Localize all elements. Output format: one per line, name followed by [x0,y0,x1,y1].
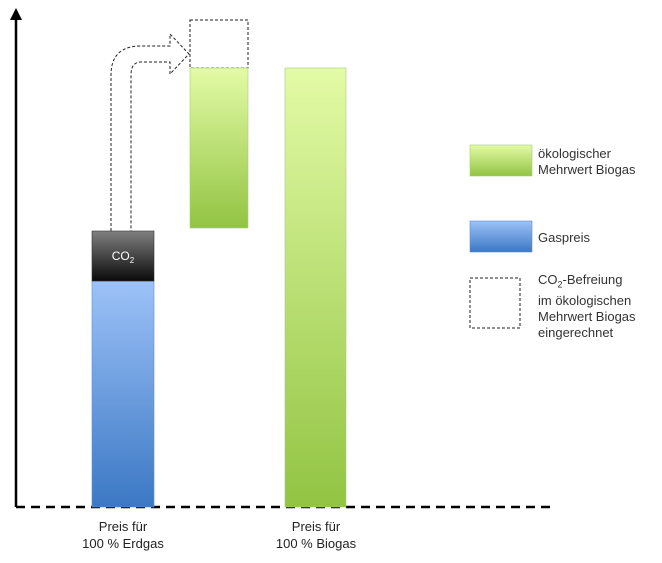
co2-block: CO2 [91,230,155,282]
bar-oekologischer-mehrwert [189,67,249,229]
x-label-erdgas: Preis für 100 % Erdgas [82,519,164,551]
legend-swatch-green [469,144,533,177]
co2-transfer-arrow-icon [110,32,190,231]
bar-preis-biogas [284,67,347,508]
co2-exemption-box [189,19,249,69]
y-axis [10,8,22,507]
legend-swatch-blue [469,220,533,253]
legend-label-oekologischer-mehrwert: ökologischer Mehrwert Biogas [538,146,636,177]
legend-label-co2-befreiung: CO2-Befreiung im ökologischen Mehrwert B… [538,272,636,340]
y-axis-arrow-icon [10,8,22,20]
bar-gaspreis-erdgas [91,280,155,508]
x-label-biogas: Preis für 100 % Biogas [275,519,357,551]
legend-swatch-dashed [469,277,521,329]
legend-label-gaspreis: Gaspreis [538,230,591,245]
svg-text:CO2: CO2 [112,249,135,265]
